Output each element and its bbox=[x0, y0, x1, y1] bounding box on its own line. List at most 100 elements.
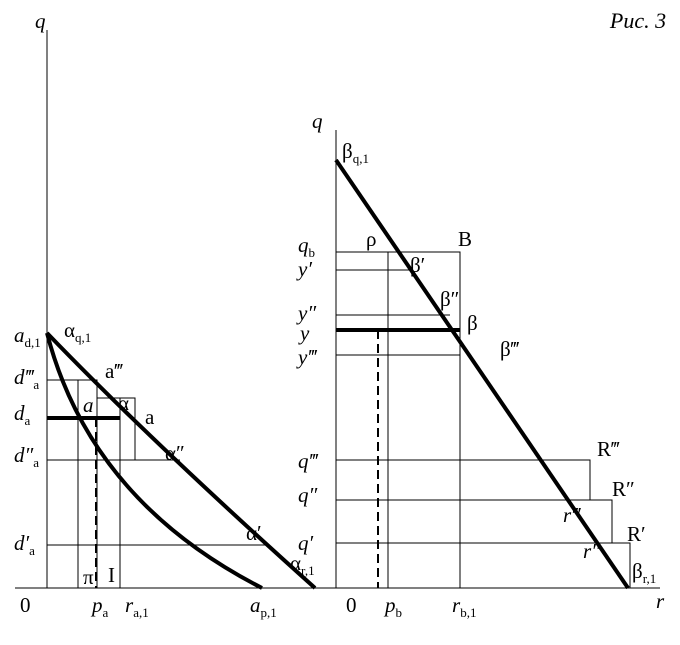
label: αr,1 bbox=[290, 551, 315, 578]
label: βq,1 bbox=[342, 139, 369, 166]
label: d′a bbox=[14, 531, 35, 558]
label-text: p bbox=[383, 593, 396, 617]
label-text: R‴ bbox=[597, 437, 620, 461]
axes bbox=[15, 30, 660, 589]
upper-curve bbox=[45, 331, 317, 590]
label-text: α bbox=[290, 551, 301, 575]
label-text: r″ bbox=[583, 539, 600, 563]
left-construction bbox=[45, 331, 317, 590]
label-text: a bbox=[145, 405, 155, 429]
label-text: y‴ bbox=[296, 345, 317, 369]
label: q‴ bbox=[298, 449, 319, 473]
label: da bbox=[14, 401, 31, 428]
label-text: 0 bbox=[20, 593, 31, 617]
label-text: R′ bbox=[627, 522, 646, 546]
label-text: β bbox=[467, 311, 478, 335]
label-text: r‴ bbox=[563, 503, 581, 527]
label-subscript: p,1 bbox=[261, 605, 277, 620]
label: α bbox=[118, 391, 129, 415]
curve bbox=[334, 158, 630, 590]
label-text: β′ bbox=[410, 253, 425, 277]
label-subscript: a bbox=[33, 377, 39, 392]
label: rb,1 bbox=[452, 593, 476, 620]
label: β‴ bbox=[500, 337, 520, 361]
label-text: ρ bbox=[366, 227, 376, 251]
label-text: y bbox=[298, 321, 310, 345]
label-text: q‴ bbox=[298, 449, 319, 473]
label-text: q bbox=[312, 109, 323, 133]
label-text: β bbox=[342, 139, 353, 163]
label-subscript: a bbox=[103, 605, 109, 620]
label: ad,1 bbox=[14, 323, 41, 350]
label: a bbox=[83, 393, 94, 417]
lower-curve bbox=[45, 332, 263, 590]
labels: q0 pa ra,1 ap,1ad,1αq,1d‴aa‴daa αad″a α″d′aα′… bbox=[14, 9, 665, 620]
label-text: a bbox=[83, 393, 94, 417]
label: y′ bbox=[296, 257, 312, 281]
label: qb bbox=[298, 233, 315, 260]
label-subscript: a,1 bbox=[133, 605, 149, 620]
label-text: β bbox=[632, 559, 643, 583]
label: 0 bbox=[346, 593, 357, 617]
label-text: β″ bbox=[440, 287, 459, 311]
label: q″ bbox=[298, 483, 318, 507]
label-text: α bbox=[118, 391, 129, 415]
label-subscript: d,1 bbox=[25, 335, 41, 350]
label-subscript: b bbox=[309, 245, 316, 260]
label-text: d″ bbox=[14, 443, 34, 467]
label: R‴ bbox=[597, 437, 620, 461]
label-subscript: r,1 bbox=[643, 571, 657, 586]
label: r‴ bbox=[563, 503, 581, 527]
guide-lines bbox=[336, 251, 631, 588]
label-text: d bbox=[14, 401, 25, 425]
guide-lines bbox=[47, 379, 268, 588]
label-subscript: a bbox=[29, 543, 35, 558]
label: α″ bbox=[165, 441, 185, 465]
label: y″ bbox=[296, 301, 316, 325]
label: ap,1 bbox=[250, 593, 277, 620]
label-subscript: a bbox=[25, 413, 31, 428]
label: q bbox=[312, 109, 323, 133]
label-text: α″ bbox=[165, 441, 185, 465]
label: B bbox=[458, 227, 472, 251]
label: pa bbox=[90, 593, 109, 620]
label-text: π bbox=[83, 565, 94, 589]
label-text: 0 bbox=[346, 593, 357, 617]
label: y bbox=[298, 321, 310, 345]
label: α′ bbox=[246, 521, 262, 545]
label: r bbox=[656, 589, 665, 613]
label-text: y′ bbox=[296, 257, 312, 281]
label: q bbox=[35, 9, 46, 33]
label: αq,1 bbox=[64, 318, 91, 345]
label-subscript: b,1 bbox=[460, 605, 476, 620]
label: β″ bbox=[440, 287, 459, 311]
label-text: R″ bbox=[612, 477, 635, 501]
label-subscript: q,1 bbox=[75, 330, 91, 345]
label-text: a bbox=[14, 323, 25, 347]
label-text: a bbox=[250, 593, 261, 617]
label: d″a bbox=[14, 443, 39, 470]
label-text: I bbox=[108, 563, 115, 587]
label: d‴a bbox=[14, 365, 39, 392]
label: pb bbox=[383, 593, 402, 620]
label-text: r bbox=[452, 593, 461, 617]
label-text: α bbox=[64, 318, 75, 342]
label-text: α′ bbox=[246, 521, 262, 545]
label-text: q″ bbox=[298, 483, 318, 507]
label: 0 bbox=[20, 593, 31, 617]
label-text: q′ bbox=[298, 531, 314, 555]
label-subscript: a bbox=[33, 455, 39, 470]
right-construction bbox=[334, 158, 631, 590]
label: π bbox=[83, 565, 94, 589]
label: ra,1 bbox=[125, 593, 149, 620]
label: β′ bbox=[410, 253, 425, 277]
label-text: B bbox=[458, 227, 472, 251]
label: r″ bbox=[583, 539, 600, 563]
figure-label: Рис. 3 bbox=[609, 8, 666, 33]
label-text: q bbox=[35, 9, 46, 33]
label-subscript: q,1 bbox=[353, 151, 369, 166]
label: y‴ bbox=[296, 345, 317, 369]
label-text: r bbox=[125, 593, 134, 617]
label-subscript: b bbox=[396, 605, 403, 620]
